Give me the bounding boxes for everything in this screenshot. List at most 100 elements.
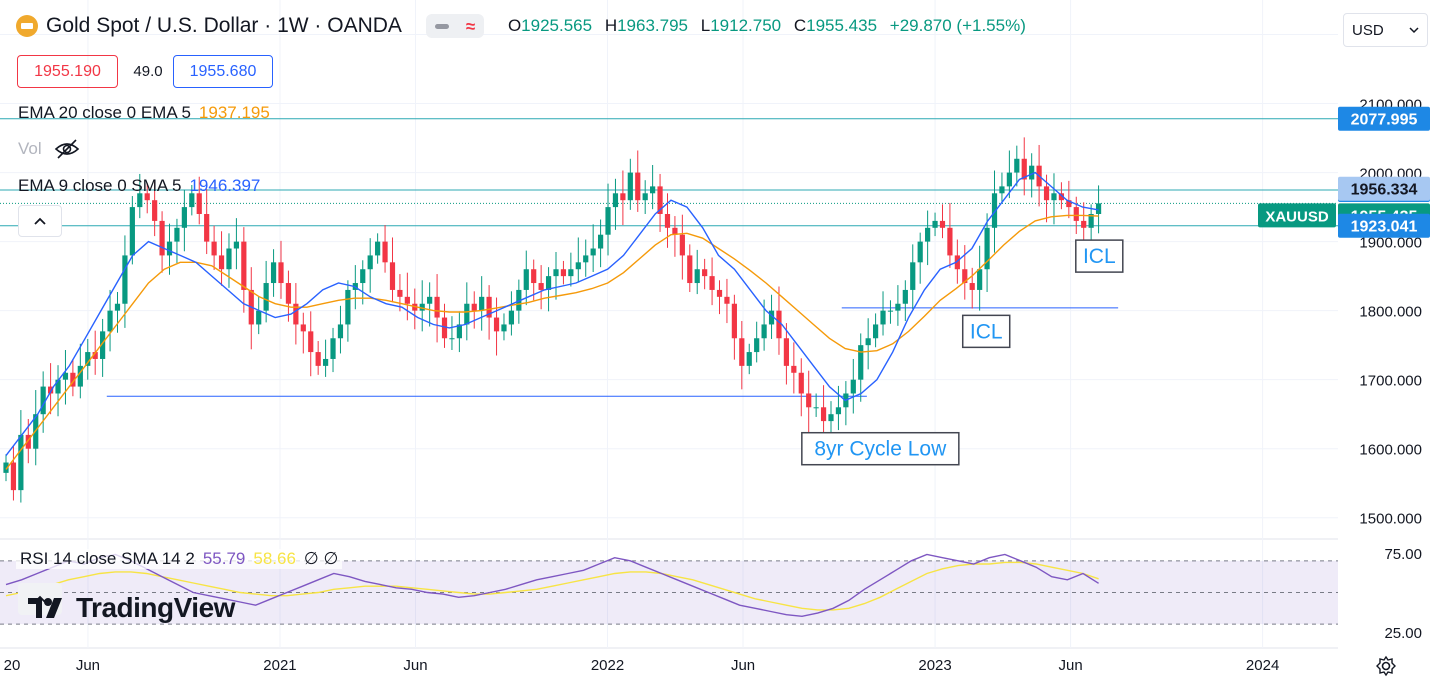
indicator-toggle-icon[interactable] [434,23,449,29]
candle [18,410,24,503]
candle [635,150,641,212]
candle-body [166,241,173,256]
high-value: 1963.795 [617,16,688,35]
candle [412,288,418,330]
candle [902,280,908,321]
candle [322,339,329,377]
candle-body [189,193,195,208]
rsi-extra: ∅ ∅ [303,549,339,568]
time-axis[interactable]: 20 Jun 2021 Jun 2022 Jun 2023 Jun 2024 [4,657,1280,674]
price-axis[interactable]: 1500.000 1600.000 1700.000 1800.000 1900.000… [1338,0,1439,685]
candle [620,170,626,226]
candle [880,291,886,336]
price-label-box [1338,213,1430,238]
rsi-legend[interactable]: RSI 14 close SMA 14 2 55.79 58.66 ∅ ∅ [16,549,343,569]
candle-body [137,193,143,208]
ema9-legend[interactable]: EMA 9 close 0 SMA 5 1946.397 [18,176,260,196]
currency-select[interactable]: USD [1343,13,1428,47]
candle-body [872,324,879,339]
candle-body [597,234,604,249]
price-tick-label: 1900.000 [1359,235,1422,252]
candle-body [657,186,663,214]
candle [865,318,871,370]
ohlc-readout: O1925.565 H1963.795 L1912.750 C1955.435 … [508,16,1026,36]
candle [583,239,589,277]
candle-body [880,310,886,325]
tradingview-logo-icon [28,598,62,618]
spread-value: 49.0 [133,63,163,80]
candle [538,265,544,310]
collapse-legend-button[interactable] [18,205,62,237]
candle-body [954,255,960,270]
candle-body [367,255,373,270]
candle [330,327,336,373]
candle [575,237,581,282]
candle-body [1073,207,1079,221]
candle [337,305,344,354]
candle [211,225,217,270]
candle [493,297,500,356]
candle-body [85,352,91,366]
candle-body [939,220,946,228]
candle [679,214,685,280]
symbol-title[interactable]: Gold Spot / U.S. Dollar · 1W · OANDA [46,14,402,37]
candle [285,270,292,322]
candle-body [211,241,217,256]
candle-body [419,303,425,311]
candle-body [508,310,515,325]
indicator-toggle[interactable]: ≈ [425,14,484,38]
high-label: H [604,16,618,35]
candle [657,173,663,232]
rsi-sma-line [5,561,1099,611]
candle [716,280,723,315]
moving-averages [5,171,1099,470]
ema-slow-line [5,214,1099,470]
ema20-legend[interactable]: EMA 20 close 0 EMA 5 1937.195 [18,103,270,123]
eye-hidden-icon[interactable] [54,139,80,159]
candle [256,296,262,335]
annotation-box [1075,239,1124,273]
buy-price-button[interactable]: 1955.680 [173,55,273,88]
candle [278,240,284,299]
candle-body [62,372,69,380]
candle-body [768,310,775,325]
candle-body [114,303,121,311]
tradingview-brand[interactable]: TradingView [28,592,235,624]
candle-body [204,214,210,242]
symbol-label-text: XAUUSD [1265,208,1329,225]
candle [932,212,938,237]
candle-body [397,289,403,297]
candle-body [241,241,247,290]
candle-body [754,338,760,353]
candle [300,312,306,354]
candle-body [1014,158,1020,173]
candle-body [70,372,76,387]
candle-body [583,255,589,263]
annotation-label: ICL [1075,239,1124,273]
sell-price-button[interactable]: 1955.190 [17,55,118,88]
candle-body [1051,193,1057,201]
candle-body [605,207,611,235]
candle [434,274,440,343]
candle [806,370,812,433]
candle-body [404,296,410,304]
candle [456,311,462,353]
candle [62,349,69,405]
candle [122,235,128,328]
candle-body [427,296,433,304]
candle-body [181,207,187,228]
settings-gear-icon[interactable] [1375,655,1397,677]
candle-body [1066,200,1072,208]
price-label-box [1338,176,1430,201]
candle-body [917,241,923,263]
price-label: 1923.041 [1338,213,1430,238]
brand-name: TradingView [76,592,235,623]
wave-icon[interactable]: ≈ [465,16,476,36]
volume-legend[interactable]: Vol [18,139,80,159]
candle [47,363,54,415]
rsi-sma-value: 58.66 [253,549,296,568]
candle [597,219,604,268]
candle-body [434,296,440,318]
candle [895,285,901,326]
